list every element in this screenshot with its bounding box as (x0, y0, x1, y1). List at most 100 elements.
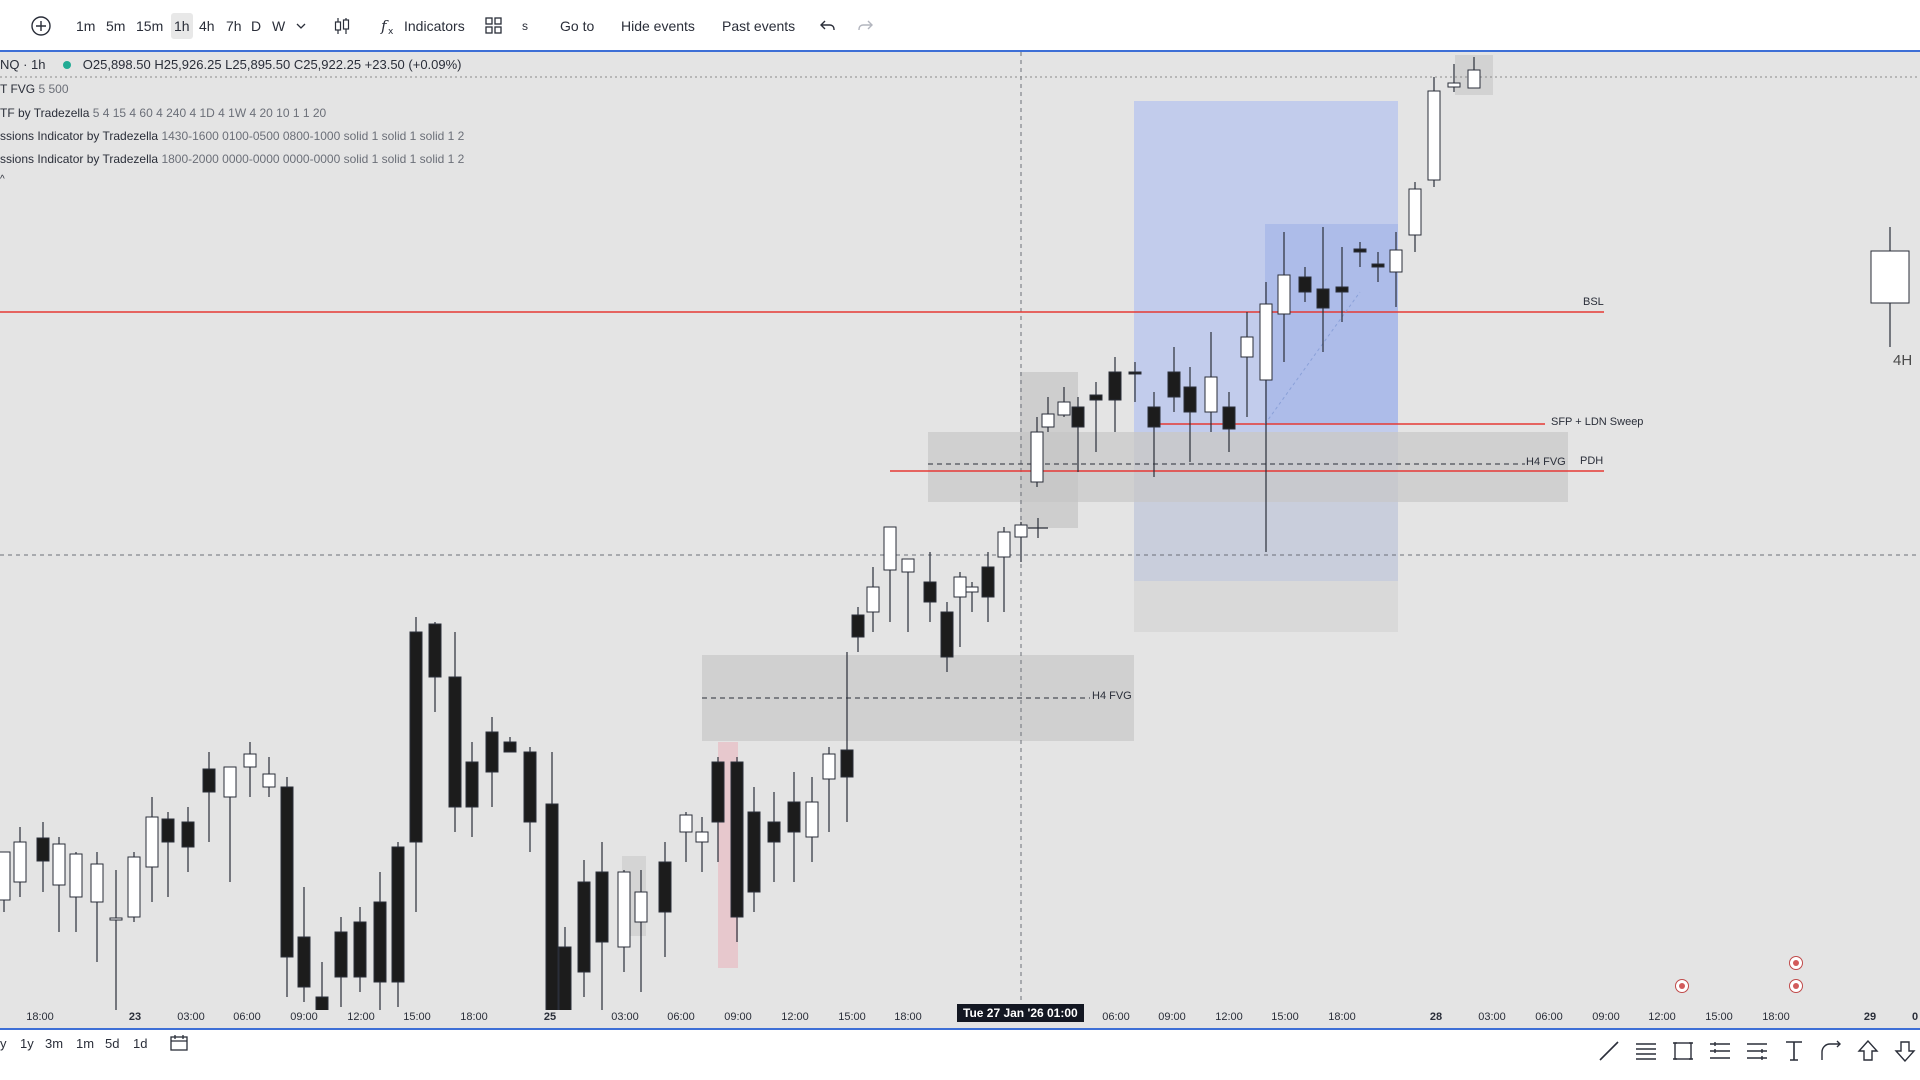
candle-body (1447, 82, 1461, 88)
time-axis-label: 06:00 (667, 1011, 695, 1023)
indicator-params: 1430-1600 0100-0500 0800-1000 solid 1 so… (161, 129, 465, 143)
candle-body (36, 837, 50, 862)
candle-body (503, 741, 517, 753)
candle-body (1408, 188, 1422, 236)
candle-body (297, 936, 311, 988)
short-position-tool-icon[interactable] (1744, 1038, 1770, 1064)
event-marker-icon[interactable] (1789, 979, 1803, 993)
candle-body (315, 996, 329, 1010)
candle-body (822, 753, 836, 780)
candle-body (448, 676, 462, 808)
interval-1m[interactable]: 1m (76, 18, 96, 34)
path-tool-icon[interactable] (1818, 1038, 1844, 1064)
arrow-down-tool-icon[interactable] (1892, 1038, 1918, 1064)
candle-body (1222, 406, 1236, 430)
candle-body (711, 761, 725, 823)
time-axis-label: 03:00 (611, 1011, 639, 1023)
symbol-label[interactable]: NQ · 1h (0, 57, 46, 72)
indicator-name[interactable]: ssions Indicator by Tradezella (0, 152, 159, 166)
indicator-name[interactable]: ssions Indicator by Tradezella (0, 129, 159, 143)
interval-d[interactable]: D (251, 18, 262, 34)
market-status-icon (63, 61, 72, 69)
legend-symbol-row[interactable]: NQ · 1h O25,898.50 H25,926.25 L25,895.50… (0, 57, 462, 72)
horizontal-lines-tool-icon[interactable] (1633, 1038, 1659, 1064)
range-1y[interactable]: 1y (20, 1036, 34, 1051)
event-marker-icon[interactable] (1675, 979, 1689, 993)
time-axis-label: 09:00 (1592, 1011, 1620, 1023)
goto-button[interactable]: Go to (560, 18, 595, 34)
candle-body (243, 753, 257, 768)
time-axis-label: 06:00 (1102, 1011, 1130, 1023)
time-axis-label: 12:00 (1215, 1011, 1243, 1023)
past-events-button[interactable]: Past events (722, 18, 796, 34)
chart-pane[interactable]: NQ · 1h O25,898.50 H25,926.25 L25,895.50… (0, 52, 1920, 1034)
time-axis-label: 18:00 (460, 1011, 488, 1023)
time-axis-label: 15:00 (1271, 1011, 1299, 1023)
candle-body (262, 773, 276, 788)
interval-5m[interactable]: 5m (106, 18, 126, 34)
candle-body (1147, 406, 1161, 428)
interval-1h[interactable]: 1h (171, 13, 193, 39)
candles-icon[interactable] (330, 14, 354, 38)
legend-indicator-row[interactable]: TF by Tradezella 5 4 15 4 60 4 240 4 1D … (0, 106, 326, 120)
range-1d[interactable]: 1d (133, 1036, 148, 1051)
hide-events-button[interactable]: Hide events (621, 18, 695, 34)
candle-body (1041, 413, 1055, 428)
time-axis-label: 18:00 (26, 1011, 54, 1023)
candle-body (1389, 249, 1403, 273)
crosshair-time-label: Tue 27 Jan '26 01:00 (957, 1004, 1084, 1022)
undo-icon[interactable] (816, 14, 840, 38)
arrow-up-tool-icon[interactable] (1855, 1038, 1881, 1064)
event-marker-icon[interactable] (1789, 956, 1803, 970)
range-y[interactable]: y (0, 1036, 7, 1051)
text-tool-icon[interactable] (1781, 1038, 1807, 1064)
candle-body (851, 614, 865, 638)
candle-body (1089, 394, 1103, 401)
candle-body (161, 818, 175, 843)
candle-body (997, 531, 1011, 558)
candle-body (1335, 286, 1349, 293)
candle-body (805, 801, 819, 838)
templates-label[interactable]: s (522, 19, 528, 33)
range-3m[interactable]: 3m (45, 1036, 64, 1051)
indicators-button[interactable]: Indicators (404, 18, 465, 34)
candle-body (767, 821, 781, 843)
time-axis-label: 03:00 (1478, 1011, 1506, 1023)
legend-collapse-icon[interactable]: ^ (0, 174, 5, 185)
chevron-down-icon[interactable] (293, 14, 309, 38)
redo-icon[interactable] (853, 14, 877, 38)
candle-body (485, 731, 499, 773)
bsl-label: BSL (1583, 296, 1604, 308)
rectangle-tool-icon[interactable] (1670, 1038, 1696, 1064)
candle-body (940, 611, 954, 658)
templates-icon[interactable] (482, 14, 506, 38)
candle-body (747, 811, 761, 893)
cursor-cross-icon (1028, 518, 1048, 538)
range-5d[interactable]: 5d (105, 1036, 120, 1051)
candle-body (1277, 274, 1291, 315)
candle-body (202, 768, 216, 793)
add-symbol-icon[interactable] (29, 14, 53, 38)
legend-indicator-row[interactable]: ssions Indicator by Tradezella 1800-2000… (0, 152, 464, 166)
legend-indicator-row[interactable]: ssions Indicator by Tradezella 1430-1600… (0, 129, 464, 143)
candle-body (1128, 371, 1142, 375)
indicator-name[interactable]: T FVG (0, 82, 36, 96)
interval-7h[interactable]: 7h (226, 18, 242, 34)
long-position-tool-icon[interactable] (1707, 1038, 1733, 1064)
candle-body (1057, 401, 1071, 416)
legend-indicator-row[interactable]: T FVG 5 500 (0, 82, 69, 96)
candle-body (953, 576, 967, 598)
time-axis-label: 15:00 (1705, 1011, 1733, 1023)
candle-body (730, 761, 744, 918)
interval-15m[interactable]: 15m (136, 18, 164, 34)
interval-4h[interactable]: 4h (199, 18, 215, 34)
trendline-tool-icon[interactable] (1596, 1038, 1622, 1064)
time-axis-label: 25 (543, 1011, 557, 1023)
calendar-icon[interactable] (168, 1033, 190, 1056)
price-chart[interactable] (0, 52, 1920, 1010)
range-1m[interactable]: 1m (76, 1036, 95, 1051)
indicator-name[interactable]: TF by Tradezella (0, 106, 90, 120)
interval-w[interactable]: W (272, 18, 286, 34)
